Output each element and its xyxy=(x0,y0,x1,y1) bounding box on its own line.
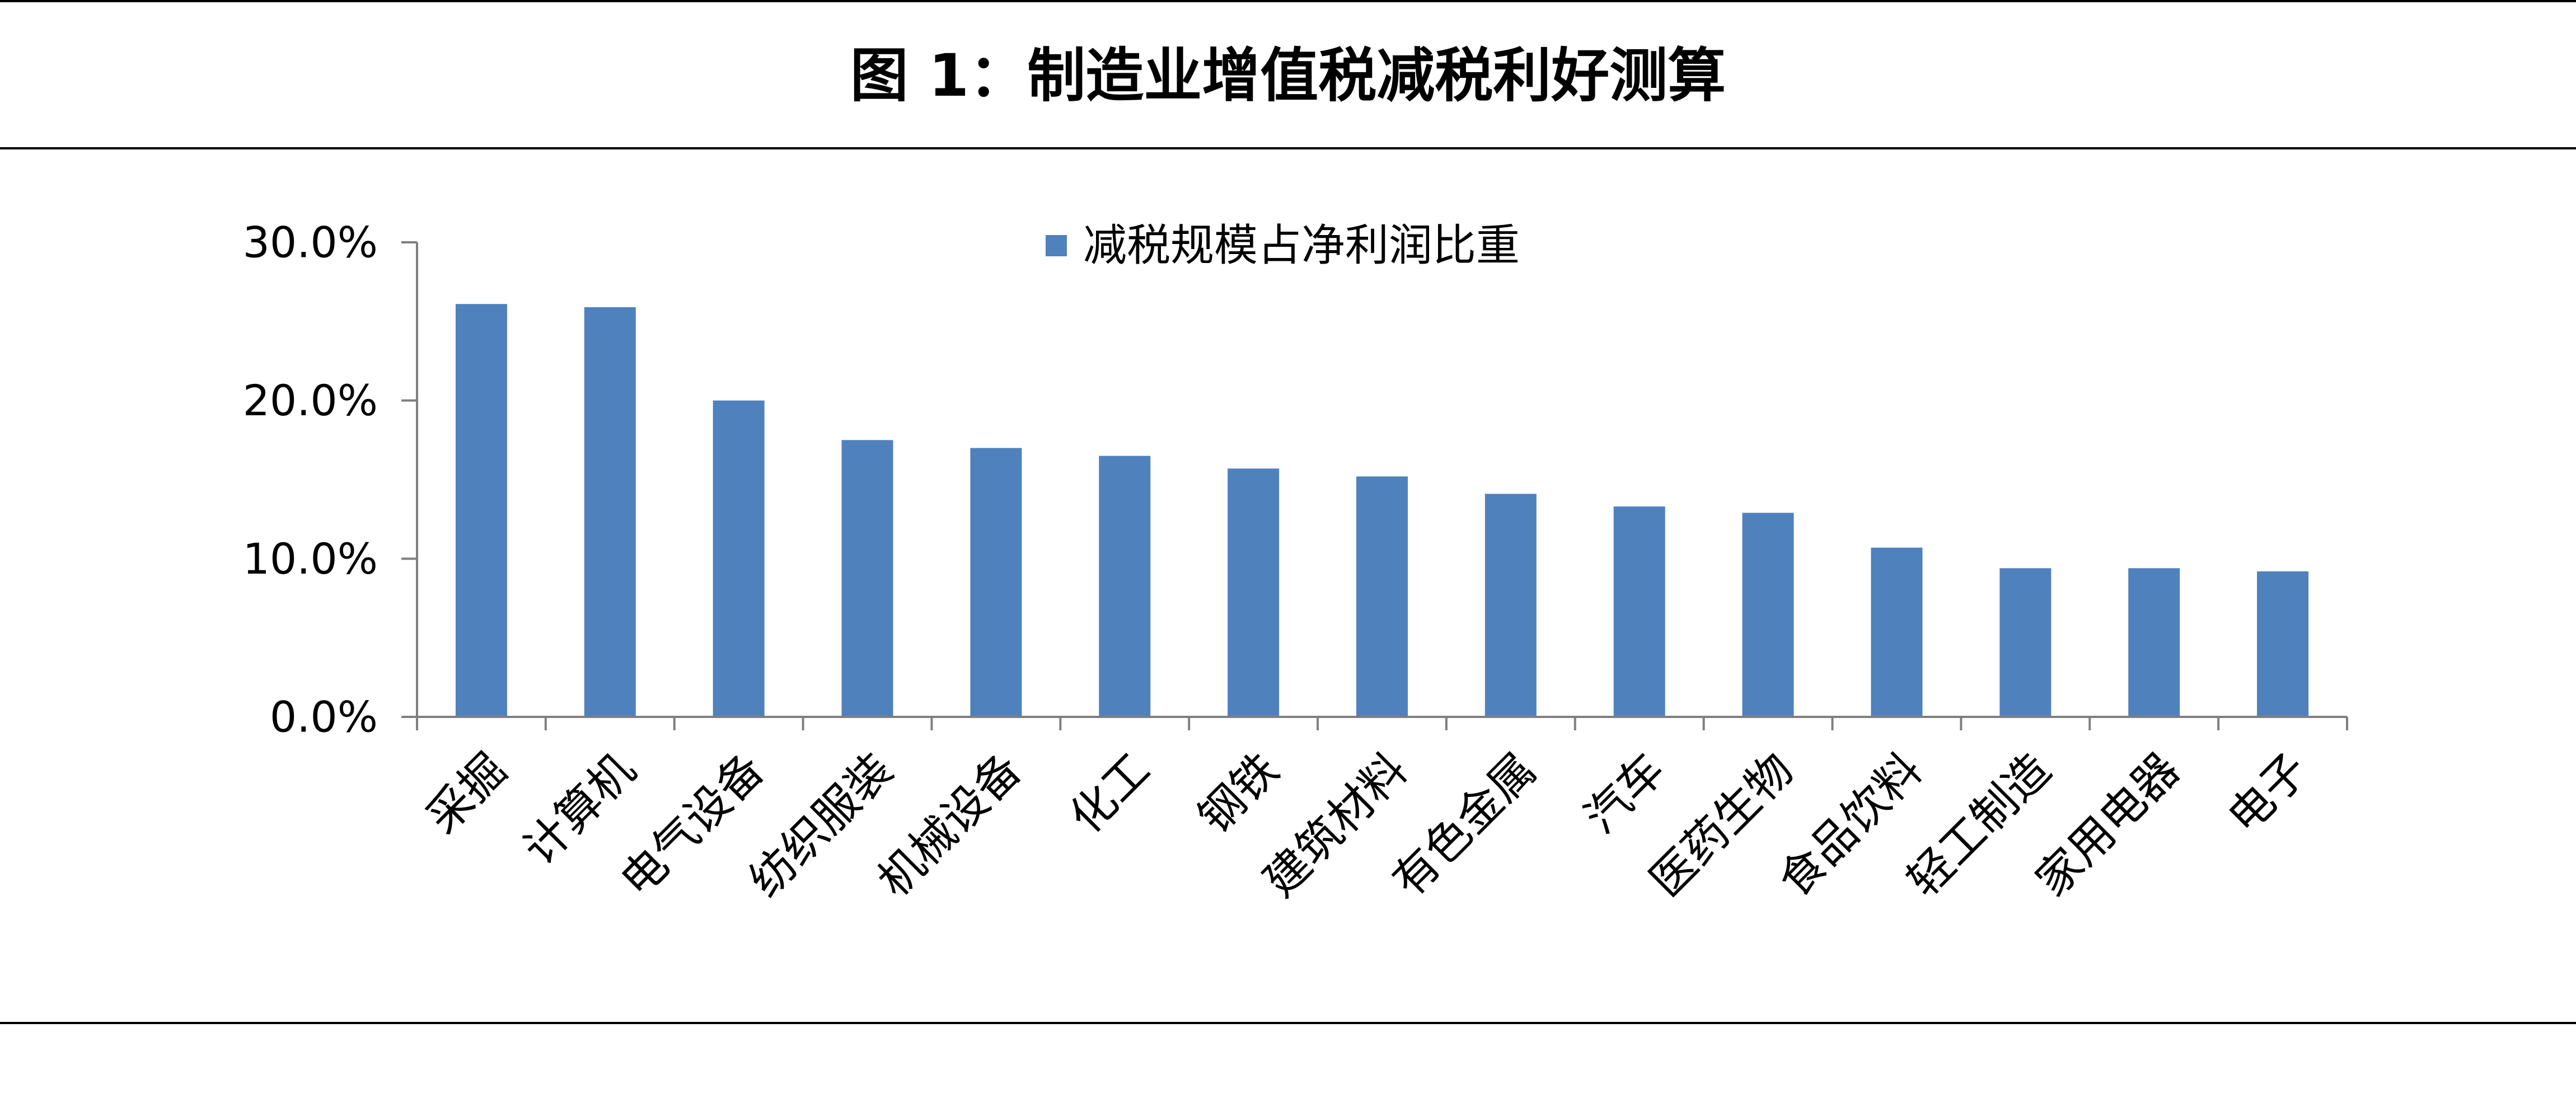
y-tick-label: 10.0% xyxy=(243,534,378,584)
x-tick-label: 钢铁 xyxy=(1188,743,1289,843)
x-tick-label: 有色金属 xyxy=(1383,743,1546,907)
bar xyxy=(1099,456,1151,717)
x-tick-label: 采掘 xyxy=(416,743,517,843)
x-tick-label: 汽车 xyxy=(1575,743,1675,843)
bar xyxy=(1228,468,1280,717)
bar xyxy=(2128,568,2180,717)
y-axis: 0.0% 10.0% 20.0% 30.0% xyxy=(243,218,418,742)
x-tick-label: 食品饮料 xyxy=(1768,743,1932,907)
bar xyxy=(970,448,1022,717)
bar xyxy=(455,304,507,717)
legend-swatch xyxy=(1046,235,1067,256)
bar xyxy=(1742,513,1794,717)
bottom-rule xyxy=(0,1022,2576,1024)
bar xyxy=(841,440,893,717)
y-tick-label: 20.0% xyxy=(243,376,378,425)
x-tick-label: 电子 xyxy=(2218,743,2318,843)
x-tick-label: 建筑材料 xyxy=(1254,743,1417,907)
bar xyxy=(1356,476,1408,717)
bar xyxy=(1999,568,2052,717)
bar xyxy=(713,400,765,717)
bar xyxy=(2257,571,2309,717)
bar xyxy=(1484,494,1537,717)
bar xyxy=(584,307,636,717)
bar xyxy=(1613,506,1665,717)
y-tick-label: 0.0% xyxy=(270,692,378,742)
top-rule xyxy=(0,0,2576,2)
x-tick-label: 电气设备 xyxy=(611,743,774,907)
legend-label: 减税规模占净利润比重 xyxy=(1083,220,1520,271)
legend: 减税规模占净利润比重 xyxy=(1046,220,1520,271)
x-tick-label: 纺织服装 xyxy=(739,743,902,907)
x-tick-label: 化工 xyxy=(1060,743,1160,843)
bars xyxy=(455,304,2309,717)
x-tick-label: 医药生物 xyxy=(1640,743,1803,907)
y-tick-label: 30.0% xyxy=(243,218,378,268)
title-divider xyxy=(0,147,2576,149)
figure-title: 图 1：制造业增值税减税利好测算 xyxy=(850,41,1726,110)
x-tick-label: 机械设备 xyxy=(868,743,1031,907)
x-tick-label: 轻工制造 xyxy=(1897,743,2060,907)
bar xyxy=(1871,547,1923,717)
x-tick-label: 家用电器 xyxy=(2026,743,2189,907)
